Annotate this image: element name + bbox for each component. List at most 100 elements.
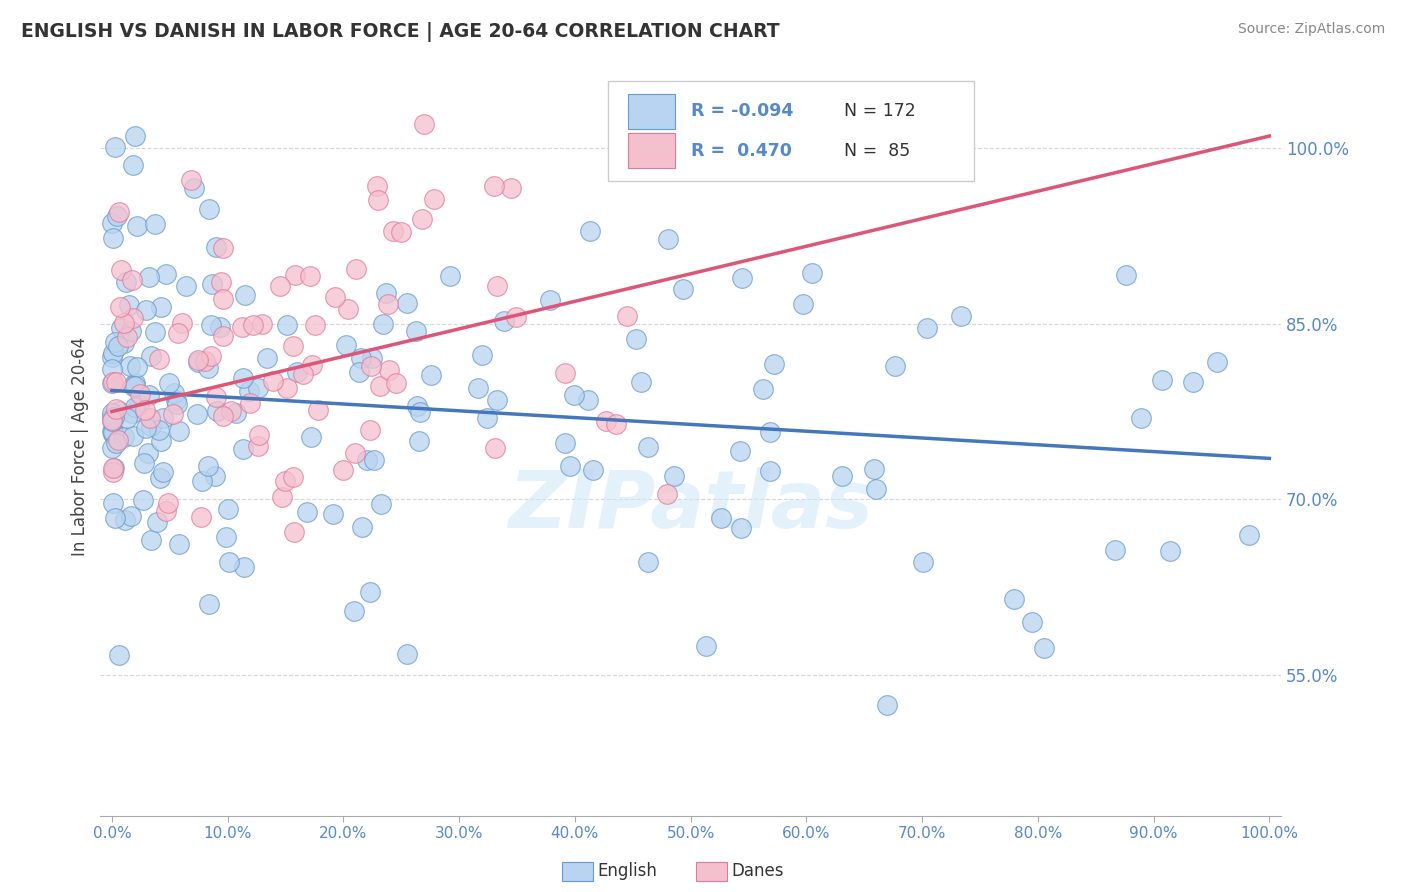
Point — [637, 555, 659, 569]
Point — [101, 410, 124, 425]
Point — [396, 296, 419, 310]
Point — [377, 297, 399, 311]
Point — [128, 397, 150, 411]
Point — [101, 460, 124, 475]
Point — [884, 359, 907, 373]
Point — [731, 271, 754, 285]
Point — [492, 314, 515, 328]
Point — [389, 225, 412, 239]
Point — [120, 324, 142, 338]
Point — [101, 414, 124, 428]
Point — [101, 406, 124, 420]
Point — [1237, 527, 1260, 541]
Point — [662, 468, 685, 483]
Point — [371, 317, 394, 331]
Point — [143, 325, 166, 339]
Point — [405, 325, 427, 339]
Point — [1150, 373, 1173, 387]
Point — [124, 401, 146, 415]
Point — [344, 261, 367, 276]
Point — [101, 231, 124, 245]
Point — [124, 376, 146, 391]
Point — [174, 279, 197, 293]
Point — [198, 597, 221, 611]
Point — [183, 181, 205, 195]
Point — [276, 381, 298, 395]
Point — [149, 471, 172, 485]
Point — [576, 393, 599, 408]
Point — [232, 442, 254, 456]
Point — [197, 459, 219, 474]
Point — [605, 417, 627, 432]
Point — [247, 428, 270, 442]
Point — [374, 285, 396, 300]
Point — [155, 504, 177, 518]
Point — [287, 366, 309, 380]
Point — [103, 426, 125, 441]
Point — [172, 316, 194, 330]
Point — [485, 393, 508, 408]
Point — [212, 241, 235, 255]
Point — [262, 374, 284, 388]
Text: Source: ZipAtlas.com: Source: ZipAtlas.com — [1237, 22, 1385, 37]
Point — [301, 358, 323, 372]
Point — [187, 355, 209, 369]
Point — [103, 460, 125, 475]
Point — [114, 513, 136, 527]
Point — [125, 219, 148, 233]
Point — [187, 353, 209, 368]
Point — [419, 368, 441, 383]
Point — [276, 318, 298, 333]
Point — [579, 224, 602, 238]
Point — [105, 435, 128, 450]
Text: English: English — [598, 863, 658, 880]
Point — [323, 290, 346, 304]
FancyBboxPatch shape — [628, 94, 675, 129]
Point — [486, 279, 509, 293]
Point — [115, 330, 138, 344]
Point — [344, 446, 367, 460]
Point — [672, 282, 695, 296]
Point — [554, 436, 576, 450]
Point — [482, 178, 505, 193]
Point — [336, 302, 359, 317]
Point — [630, 375, 652, 389]
Point — [695, 639, 717, 653]
Point — [560, 458, 582, 473]
Point — [180, 173, 202, 187]
Point — [134, 403, 156, 417]
Point — [122, 311, 145, 326]
Point — [752, 382, 775, 396]
Point — [235, 288, 257, 302]
Point — [118, 297, 141, 311]
Point — [917, 321, 939, 335]
Point — [231, 320, 253, 334]
Point — [101, 465, 124, 479]
Point — [104, 140, 127, 154]
Point — [122, 379, 145, 393]
Point — [385, 376, 408, 390]
Point — [281, 339, 304, 353]
Text: ZIPatlas: ZIPatlas — [508, 467, 873, 545]
Point — [138, 410, 160, 425]
Point — [211, 409, 233, 423]
Point — [409, 405, 432, 419]
Point — [138, 388, 160, 402]
Text: Danes: Danes — [731, 863, 783, 880]
Point — [281, 470, 304, 484]
Point — [484, 441, 506, 455]
Point — [115, 411, 138, 425]
Point — [163, 385, 186, 400]
Point — [157, 376, 180, 391]
Point — [112, 430, 135, 444]
Point — [359, 585, 381, 599]
Text: R = -0.094: R = -0.094 — [690, 103, 793, 120]
Point — [107, 404, 129, 418]
Point — [876, 698, 898, 712]
Point — [101, 376, 124, 390]
Point — [148, 424, 170, 438]
Point — [350, 520, 373, 534]
Point — [408, 434, 430, 448]
Point — [211, 329, 233, 343]
Point — [205, 390, 228, 404]
